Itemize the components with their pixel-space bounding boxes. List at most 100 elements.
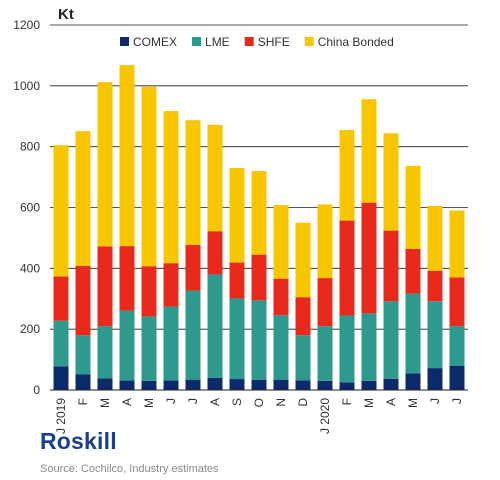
legend-swatch: [304, 37, 314, 46]
bar-lme: [119, 310, 135, 381]
bar-shfe: [295, 297, 311, 336]
legend-swatch: [192, 37, 202, 46]
bar-lme: [427, 301, 443, 369]
bar-lme: [295, 335, 311, 381]
bar-comex: [405, 373, 421, 390]
bar-lme: [207, 274, 223, 378]
bar-china-bonded: [405, 165, 421, 249]
bar-china-bonded: [251, 171, 267, 255]
bar-lme: [97, 326, 113, 379]
legend-label: LME: [205, 35, 230, 49]
bar-shfe: [273, 278, 289, 316]
legend-swatch: [120, 37, 129, 46]
x-tick-label: F: [340, 398, 354, 405]
x-tick-label: A: [384, 398, 398, 406]
x-tick-label: J 2019: [54, 398, 68, 434]
bar-china-bonded: [427, 205, 443, 271]
bar-shfe: [383, 230, 399, 302]
bar-shfe: [75, 265, 91, 336]
bar-china-bonded: [449, 210, 465, 278]
bar-shfe: [229, 262, 245, 299]
bar-lme: [383, 301, 399, 379]
bar-comex: [229, 379, 245, 390]
bar-comex: [339, 382, 355, 390]
y-unit-label: Kt: [58, 6, 74, 23]
legend-swatch: [244, 37, 254, 46]
bar-china-bonded: [75, 131, 91, 266]
bar-shfe: [405, 248, 421, 294]
bar-lme: [229, 298, 245, 380]
bar-lme: [449, 326, 465, 366]
bar-shfe: [449, 277, 465, 327]
bar-lme: [163, 306, 179, 381]
y-tick-label: 800: [20, 140, 40, 154]
bar-china-bonded: [295, 222, 311, 298]
x-tick-label: J: [186, 398, 200, 404]
x-tick-label: J: [450, 398, 464, 404]
source-note: Source: Cochilco, Industry estimates: [40, 463, 219, 475]
bar-comex: [141, 380, 157, 390]
bar-lme: [185, 290, 201, 380]
bar-lme: [141, 316, 157, 381]
bar-comex: [185, 379, 201, 390]
bar-comex: [251, 379, 267, 390]
bar-lme: [317, 326, 333, 381]
bar-china-bonded: [185, 120, 201, 245]
x-tick-label: J: [428, 398, 442, 404]
legend-label: SHFE: [258, 35, 290, 49]
bar-china-bonded: [273, 205, 289, 279]
bar-china-bonded: [229, 167, 245, 263]
y-tick-label: 600: [20, 201, 40, 215]
bar-china-bonded: [163, 111, 179, 264]
bar-comex: [383, 378, 399, 390]
x-tick-label: O: [252, 398, 266, 407]
x-tick-label: J: [164, 398, 178, 404]
bar-shfe: [361, 202, 377, 314]
bar-lme: [339, 315, 355, 383]
bar-comex: [273, 379, 289, 390]
x-tick-label: M: [406, 398, 420, 408]
bar-comex: [97, 378, 113, 390]
bar-shfe: [207, 231, 223, 275]
x-tick-label: A: [208, 398, 222, 406]
bar-lme: [75, 335, 91, 375]
y-tick-label: 0: [33, 383, 40, 397]
bar-shfe: [53, 276, 69, 321]
x-tick-label: N: [274, 398, 288, 407]
bar-lme: [251, 300, 267, 380]
bar-comex: [163, 380, 179, 390]
bar-shfe: [251, 254, 267, 301]
bar-comex: [449, 365, 465, 390]
y-tick-label: 1200: [13, 18, 40, 32]
bars: [53, 65, 465, 390]
bar-comex: [75, 374, 91, 390]
bar-comex: [207, 377, 223, 390]
bar-comex: [361, 380, 377, 390]
bar-shfe: [141, 266, 157, 317]
bar-shfe: [427, 270, 443, 302]
y-tick-label: 200: [20, 322, 40, 336]
bar-shfe: [317, 278, 333, 327]
bar-comex: [295, 380, 311, 390]
bar-comex: [119, 380, 135, 390]
bar-shfe: [163, 263, 179, 307]
bar-comex: [317, 380, 333, 390]
bar-china-bonded: [317, 204, 333, 279]
bar-shfe: [339, 220, 355, 316]
x-tick-label: M: [142, 398, 156, 408]
bar-lme: [361, 313, 377, 381]
bar-comex: [53, 366, 69, 390]
bar-lme: [53, 320, 69, 367]
x-tick-label: F: [76, 398, 90, 405]
x-tick-label: A: [120, 398, 134, 406]
bar-china-bonded: [141, 86, 157, 267]
bar-china-bonded: [383, 133, 399, 231]
bar-china-bonded: [97, 82, 113, 247]
x-tick-label: S: [230, 398, 244, 406]
brand-logo: Roskill: [40, 428, 117, 454]
legend: COMEX LME SHFE China Bonded: [120, 35, 394, 49]
x-tick-label: D: [296, 398, 310, 407]
x-tick-label: M: [98, 398, 112, 408]
